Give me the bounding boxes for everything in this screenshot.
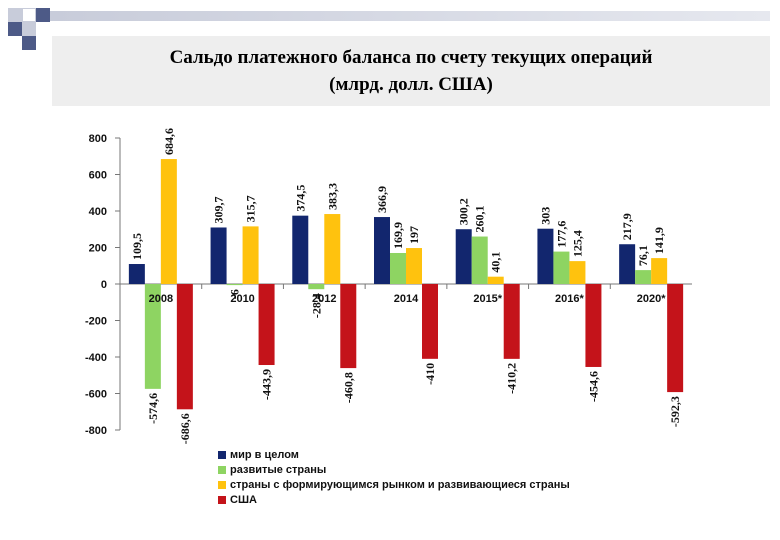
legend-item: страны с формирующимся рынком и развиваю… bbox=[218, 478, 570, 491]
bar-emerging bbox=[487, 276, 504, 284]
data-label: -410,2 bbox=[505, 363, 519, 394]
data-label: 374,5 bbox=[293, 185, 307, 212]
data-label: 684,6 bbox=[162, 128, 176, 155]
bar-developed bbox=[471, 236, 488, 284]
data-label: 125,4 bbox=[570, 230, 584, 257]
data-label: 217,9 bbox=[620, 213, 634, 240]
data-label: 40,1 bbox=[489, 252, 503, 273]
data-label: 366,9 bbox=[375, 186, 389, 213]
bar-world bbox=[374, 217, 390, 284]
bar-world bbox=[210, 227, 227, 284]
data-label: -410 bbox=[423, 363, 437, 385]
bar-usa bbox=[667, 284, 684, 393]
y-tick-label: 800 bbox=[89, 133, 107, 145]
data-label: 383,3 bbox=[325, 183, 339, 210]
data-label: 76,1 bbox=[636, 245, 650, 266]
data-label: -460,8 bbox=[341, 372, 355, 403]
x-tick-label: 2008 bbox=[149, 293, 173, 305]
bar-developed bbox=[635, 270, 652, 284]
data-label: 315,7 bbox=[244, 195, 258, 222]
data-label: 303 bbox=[538, 207, 552, 225]
chart-legend: мир в целом развитые страны страны с форми… bbox=[218, 446, 570, 508]
bar-developed bbox=[308, 284, 325, 290]
x-tick-label: 2014 bbox=[394, 293, 419, 305]
legend-label: страны с формирующимся рынком и развиваю… bbox=[230, 478, 570, 491]
legend-label: мир в целом bbox=[230, 448, 299, 461]
bar-emerging bbox=[651, 258, 668, 284]
bar-usa bbox=[585, 284, 602, 367]
legend-swatch bbox=[218, 465, 226, 474]
bar-emerging bbox=[569, 261, 586, 284]
data-label: 260,1 bbox=[473, 206, 487, 233]
legend-item: развитые страны bbox=[218, 463, 570, 476]
y-tick-label: -400 bbox=[85, 352, 107, 364]
title-line-2: (млрд. долл. США) bbox=[329, 74, 493, 95]
bar-usa bbox=[422, 284, 438, 359]
y-tick-label: -800 bbox=[85, 425, 107, 437]
bar-emerging bbox=[406, 248, 422, 284]
data-label: -6 bbox=[228, 289, 242, 299]
legend-item: США bbox=[218, 493, 570, 506]
data-label: -574,6 bbox=[146, 393, 160, 424]
bar-world bbox=[292, 215, 309, 284]
legend-item: мир в целом bbox=[218, 448, 570, 461]
bar-emerging bbox=[160, 159, 177, 284]
legend-swatch bbox=[218, 495, 226, 504]
y-tick-label: -600 bbox=[85, 389, 107, 401]
x-tick-label: 2010 bbox=[230, 293, 254, 305]
data-label: -454,6 bbox=[586, 371, 600, 402]
bar-world bbox=[619, 244, 636, 284]
y-tick-label: 600 bbox=[89, 170, 107, 182]
bar-developed bbox=[226, 284, 243, 286]
x-tick-label: 2016* bbox=[555, 293, 584, 305]
bar-world bbox=[455, 229, 472, 284]
data-label: 169,9 bbox=[391, 222, 405, 249]
x-tick-label: 2020* bbox=[637, 293, 666, 305]
bar-developed bbox=[553, 251, 570, 284]
bar-world bbox=[537, 228, 554, 284]
bar-emerging bbox=[324, 214, 341, 284]
data-label: -443,9 bbox=[260, 369, 274, 400]
bar-emerging bbox=[242, 226, 259, 284]
legend-label: развитые страны bbox=[230, 463, 327, 476]
bar-usa bbox=[258, 284, 275, 366]
decor-square-1 bbox=[8, 8, 22, 22]
data-label: 197 bbox=[407, 226, 421, 244]
bar-world bbox=[128, 264, 145, 284]
legend-swatch bbox=[218, 450, 226, 459]
x-tick-label: 2015* bbox=[473, 293, 502, 305]
bar-usa bbox=[503, 284, 520, 359]
data-label: -686,6 bbox=[178, 413, 192, 444]
bar-developed bbox=[390, 252, 406, 284]
data-label: 109,5 bbox=[130, 233, 144, 260]
x-tick-label: 2012 bbox=[312, 293, 336, 305]
y-tick-label: 200 bbox=[89, 243, 107, 255]
slide-title: Сальдо платежного баланса по счету текущ… bbox=[52, 36, 770, 106]
data-label: 300,2 bbox=[457, 198, 471, 225]
legend-label: США bbox=[230, 493, 257, 506]
data-label: -28,4 bbox=[309, 293, 323, 318]
title-line-1: Сальдо платежного баланса по счету текущ… bbox=[169, 47, 653, 68]
decor-square-4 bbox=[8, 22, 22, 36]
y-tick-label: -200 bbox=[85, 316, 107, 328]
decor-square-2 bbox=[22, 8, 36, 22]
decor-square-5 bbox=[22, 22, 36, 36]
decor-square-6 bbox=[22, 36, 36, 50]
data-label: 177,6 bbox=[554, 221, 568, 248]
data-label: 309,7 bbox=[212, 196, 226, 223]
legend-swatch bbox=[218, 480, 226, 489]
bar-usa bbox=[340, 284, 357, 369]
y-tick-label: 0 bbox=[101, 279, 107, 291]
data-label: -592,3 bbox=[668, 396, 682, 427]
bar-developed bbox=[144, 284, 161, 389]
decor-bar bbox=[50, 11, 770, 21]
bar-usa bbox=[176, 284, 193, 410]
decor-square-3 bbox=[36, 8, 50, 22]
data-label: 141,9 bbox=[652, 227, 666, 254]
y-tick-label: 400 bbox=[89, 206, 107, 218]
